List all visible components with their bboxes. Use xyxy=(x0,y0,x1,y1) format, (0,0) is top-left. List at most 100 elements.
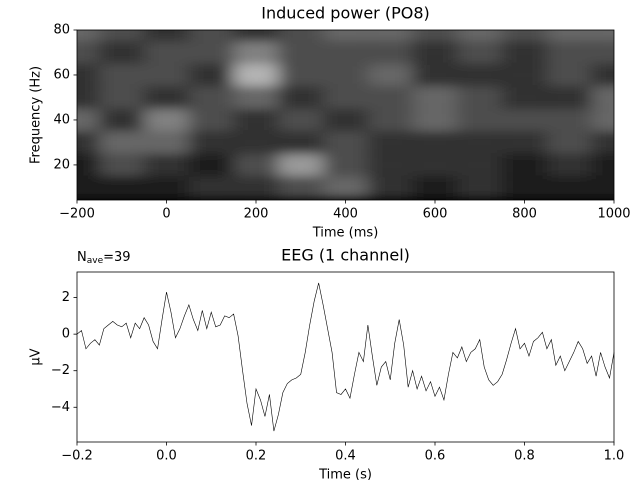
x-axis-label: Time (ms) xyxy=(312,226,379,241)
heatmap-cell xyxy=(546,108,592,132)
x-tick-label: 200 xyxy=(244,207,269,222)
heatmap-cell xyxy=(457,41,503,64)
heatmap-cell xyxy=(233,63,279,87)
heatmap-cell xyxy=(457,131,503,154)
n-ave-text: =39 xyxy=(103,250,130,265)
heatmap-cell xyxy=(99,30,145,42)
heatmap-cell xyxy=(144,108,189,132)
heatmap-cell xyxy=(144,153,189,177)
heatmap-cell xyxy=(233,41,279,64)
n-ave-symbol: N xyxy=(77,250,87,265)
heatmap-cell xyxy=(591,30,614,42)
x-tick-label: 600 xyxy=(423,207,448,222)
heatmap-cell xyxy=(591,176,614,199)
heatmap-cell xyxy=(457,108,503,132)
heatmap-cell xyxy=(591,131,614,154)
x-tick-label: 400 xyxy=(333,207,358,222)
heatmap-cell xyxy=(99,63,145,87)
heatmap-cell xyxy=(412,86,458,109)
heatmap-cell xyxy=(546,30,592,42)
heatmap-cell xyxy=(323,41,368,64)
heatmap-cell xyxy=(412,108,458,132)
heatmap-cell xyxy=(278,30,324,42)
x-tick-label: −200 xyxy=(59,207,95,222)
heatmap-cell xyxy=(591,108,614,132)
heatmap-cell xyxy=(77,63,100,87)
eeg-line xyxy=(76,282,615,432)
heatmap-cell xyxy=(546,41,592,64)
axes-frame xyxy=(76,271,615,443)
heatmap-cell xyxy=(188,153,234,177)
heatmap-cell xyxy=(144,131,189,154)
y-axis-label: μV xyxy=(29,348,44,365)
heatmap-cell xyxy=(77,131,100,154)
heatmap-cell xyxy=(457,176,503,199)
y-tick-label: −4 xyxy=(51,400,70,415)
heatmap-cell xyxy=(278,63,324,87)
heatmap-cell xyxy=(233,86,279,109)
heatmap-cell xyxy=(457,153,503,177)
x-tick-label: 800 xyxy=(512,207,537,222)
heatmap-cell xyxy=(144,41,189,64)
heatmap-cell xyxy=(233,176,279,199)
heatmap-cell xyxy=(144,176,189,199)
heatmap-cell xyxy=(367,41,413,64)
heatmap-cell xyxy=(278,108,324,132)
heatmap-cell xyxy=(367,63,413,87)
heatmap-cell xyxy=(412,153,458,177)
heatmap-cell xyxy=(188,86,234,109)
heatmap-cell xyxy=(323,30,368,42)
n-ave-subscript: ave xyxy=(87,256,104,266)
heatmap-cell xyxy=(77,108,100,132)
heatmap-cell xyxy=(77,41,100,64)
heatmap-cell xyxy=(457,30,503,42)
heatmap-cell xyxy=(412,131,458,154)
heatmap-cell xyxy=(77,153,100,177)
heatmap-cell xyxy=(323,153,368,177)
heatmap-cell xyxy=(278,131,324,154)
x-tick-label: 0.8 xyxy=(514,449,535,464)
heatmap-cell xyxy=(502,63,547,87)
heatmap-cell xyxy=(233,131,279,154)
x-tick-label: 1.0 xyxy=(604,449,625,464)
heatmap-cell xyxy=(99,176,145,199)
heatmap-cell xyxy=(502,108,547,132)
heatmap-cell xyxy=(99,131,145,154)
heatmap-cell xyxy=(233,30,279,42)
heatmap-cell xyxy=(188,108,234,132)
heatmap-cell xyxy=(367,108,413,132)
heatmap-cell xyxy=(323,131,368,154)
heatmap-cell xyxy=(278,153,324,177)
heatmap-cell xyxy=(99,41,145,64)
heatmap-cell xyxy=(188,41,234,64)
y-tick-label: 40 xyxy=(53,112,70,127)
heatmap-cell xyxy=(77,86,100,109)
heatmap-cell xyxy=(99,86,145,109)
x-tick-label: 0.2 xyxy=(246,449,267,464)
heatmap-cell xyxy=(144,30,189,42)
y-axis-label: Frequency (Hz) xyxy=(29,66,44,164)
heatmap-cell xyxy=(502,30,547,42)
heatmap-cell xyxy=(367,30,413,42)
heatmap-image xyxy=(77,30,614,200)
heatmap-cell xyxy=(323,108,368,132)
heatmap-cell xyxy=(99,153,145,177)
chart-title: Induced power (PO8) xyxy=(261,4,429,23)
heatmap-cell xyxy=(502,86,547,109)
heatmap-cell xyxy=(278,86,324,109)
heatmap-cell xyxy=(323,176,368,199)
heatmap-cell xyxy=(188,63,234,87)
heatmap-cell xyxy=(188,131,234,154)
heatmap-cell xyxy=(412,176,458,199)
heatmap-cell xyxy=(457,86,503,109)
x-tick-label: −0.2 xyxy=(61,449,93,464)
y-tick-label: 2 xyxy=(62,290,70,305)
chart-title: EEG (1 channel) xyxy=(281,246,410,265)
y-tick-label: 60 xyxy=(53,67,70,82)
heatmap-cell xyxy=(546,86,592,109)
y-tick-label: 20 xyxy=(53,157,70,172)
heatmap-cell xyxy=(591,63,614,87)
heatmap-cell xyxy=(144,86,189,109)
heatmap-cell xyxy=(367,176,413,199)
